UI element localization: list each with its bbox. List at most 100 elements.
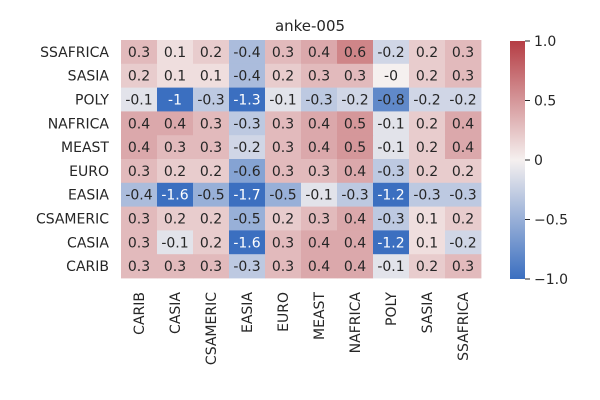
heatmap-cell [409, 230, 446, 255]
cell-value-label: 0.3 [272, 45, 294, 61]
cell-value-label: -0.1 [377, 140, 404, 156]
cell-value-label: 0.2 [416, 116, 438, 132]
cell-value-label: 0.4 [344, 235, 366, 251]
cell-value-label: 0.2 [416, 259, 438, 275]
cell-value-label: 0.3 [128, 259, 150, 275]
cell-value-label: 0.4 [452, 116, 474, 132]
heatmap-cell [301, 182, 338, 207]
cell-value-label: -0.5 [233, 212, 260, 228]
heatmap-cell [157, 63, 194, 88]
heatmap-cell [229, 206, 266, 231]
heatmap-cell [157, 111, 194, 136]
heatmap-cell [373, 182, 410, 207]
heatmap-cell [337, 254, 374, 279]
heatmap-cell [265, 135, 302, 160]
cell-value-label: -0.3 [377, 212, 404, 228]
cell-value-label: -0.2 [377, 45, 404, 61]
x-tick-label: EURO [276, 292, 292, 332]
cell-value-label: 0.3 [128, 212, 150, 228]
cell-value-label: 0.3 [272, 259, 294, 275]
cell-value-label: 0.1 [164, 69, 186, 85]
cell-value-label: 0.3 [200, 259, 222, 275]
heatmap-cell [301, 206, 338, 231]
cell-value-label: -0.3 [341, 188, 368, 204]
cell-value-label: 0.2 [200, 235, 222, 251]
cell-value-label: 0.2 [416, 164, 438, 180]
colorbar-ticks: −1.0 −0.5 0 0.5 1.0 [525, 34, 568, 288]
heatmap-cell [337, 159, 374, 184]
heatmap-cell [373, 40, 410, 65]
heatmap-cell [373, 206, 410, 231]
heatmap-cell [121, 254, 158, 279]
heatmap-cell [229, 159, 266, 184]
heatmap-cell [445, 230, 482, 255]
heatmap-cell [409, 111, 446, 136]
cell-value-label: 0.2 [128, 69, 150, 85]
heatmap-cell [445, 254, 482, 279]
heatmap-cell [157, 206, 194, 231]
cell-value-label: -0 [384, 69, 398, 85]
heatmap-cell [229, 87, 266, 112]
heatmap-cell [445, 40, 482, 65]
cell-value-label: 0.3 [128, 45, 150, 61]
y-tick-label: EASIA [68, 188, 109, 204]
cell-value-label: -0.2 [449, 235, 476, 251]
heatmap-cell [337, 230, 374, 255]
cell-value-label: -0.3 [305, 93, 332, 109]
colorbar-tick-label: −0.5 [534, 213, 568, 229]
heatmap-cell [445, 63, 482, 88]
cell-value-label: 0.1 [416, 235, 438, 251]
cell-value-label: 0.4 [308, 45, 330, 61]
x-tick-label: POLY [384, 292, 400, 326]
heatmap-cell [409, 87, 446, 112]
cell-value-label: 0.6 [344, 45, 366, 61]
heatmap-cell [373, 111, 410, 136]
heatmap-cell [445, 135, 482, 160]
cell-value-label: -1 [168, 93, 182, 109]
cell-value-label: -0.5 [197, 188, 224, 204]
colorbar-tick-label: 1.0 [534, 34, 556, 50]
cell-value-label: -0.3 [233, 116, 260, 132]
heatmap-cell [337, 87, 374, 112]
cell-value-label: 0.3 [272, 235, 294, 251]
heatmap-cell [157, 40, 194, 65]
cell-value-label: 0.2 [416, 69, 438, 85]
cell-value-label: -0.4 [125, 188, 152, 204]
cell-value-label: 0.3 [128, 164, 150, 180]
heatmap-cell [157, 254, 194, 279]
y-tick-label: MEAST [61, 140, 109, 156]
heatmap-cell [193, 135, 230, 160]
cell-value-label: 0.3 [452, 45, 474, 61]
x-tick-label: EASIA [240, 292, 256, 333]
heatmap-cell [373, 63, 410, 88]
heatmap-cell [445, 87, 482, 112]
cell-value-label: -0.1 [161, 235, 188, 251]
heatmap-cell [409, 63, 446, 88]
cell-value-label: 0.1 [200, 69, 222, 85]
cell-value-label: -1.3 [233, 93, 260, 109]
cell-value-label: 0.4 [308, 235, 330, 251]
y-tick-labels: SSAFRICA SASIA POLY NAFRICA MEAST EURO EASIA CS… [36, 45, 109, 275]
heatmap-cell [265, 254, 302, 279]
heatmap-cell [301, 40, 338, 65]
cell-value-label: 0.3 [452, 259, 474, 275]
cell-value-label: 0.2 [416, 140, 438, 156]
cell-value-label: -0.1 [377, 116, 404, 132]
heatmap-cell [265, 159, 302, 184]
heatmap-cell [301, 135, 338, 160]
cell-value-label: 0.3 [272, 164, 294, 180]
heatmap-cell [193, 111, 230, 136]
cell-value-label: -0.5 [269, 188, 296, 204]
cell-value-label: -1.2 [377, 188, 404, 204]
heatmap-cell [229, 254, 266, 279]
cell-value-label: 0.3 [272, 116, 294, 132]
x-tick-label: CASIA [168, 292, 184, 334]
heatmap-cell [409, 135, 446, 160]
heatmap-cell [337, 63, 374, 88]
cell-value-label: 0.2 [200, 164, 222, 180]
cell-value-label: 0.3 [308, 164, 330, 180]
cell-value-label: 0.4 [308, 140, 330, 156]
colorbar [510, 41, 525, 279]
heatmap-cell [121, 135, 158, 160]
heatmap-cell [121, 206, 158, 231]
